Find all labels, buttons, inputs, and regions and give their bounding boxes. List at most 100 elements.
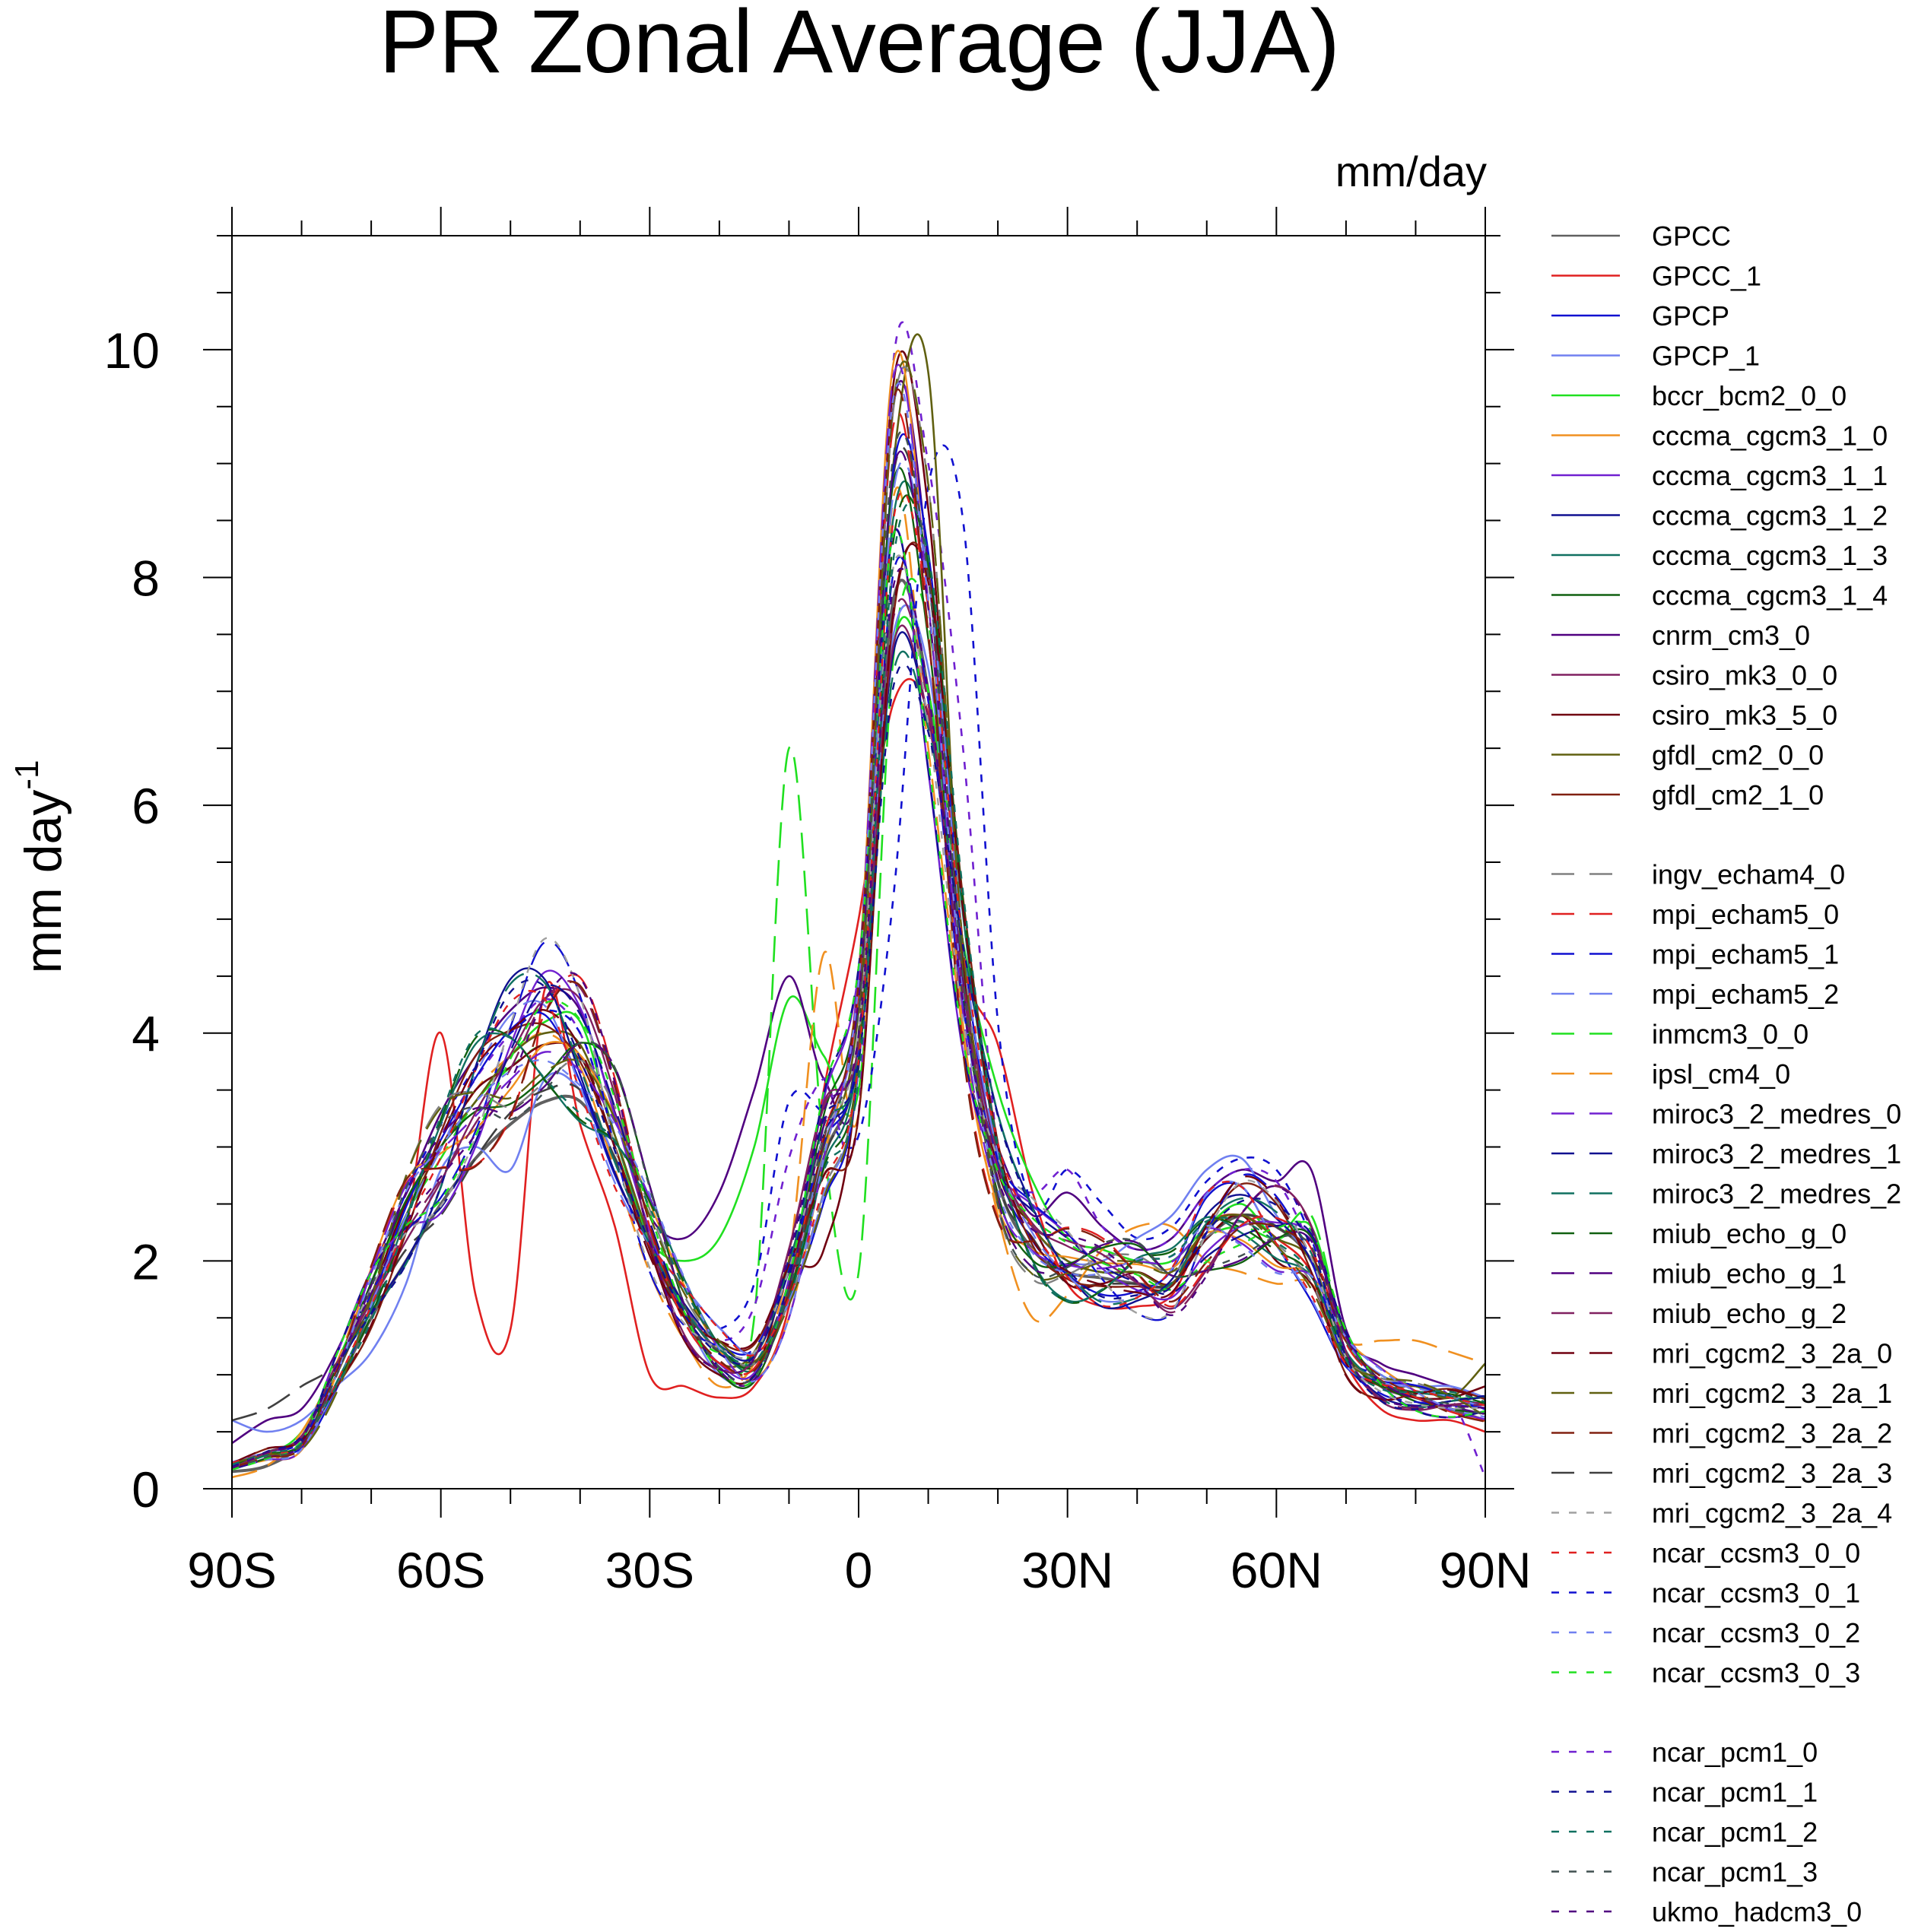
legend-label: ncar_ccsm3_0_1 [1652, 1578, 1860, 1609]
legend-item-mpi-echam5-2: mpi_echam5_2 [1551, 979, 1839, 1010]
legend-item-csiro-mk3-0-0: csiro_mk3_0_0 [1551, 660, 1837, 691]
y-axis-label: mm day-1 [8, 760, 72, 974]
x-tick-label: 90S [187, 1542, 276, 1598]
legend-label: GPCP_1 [1652, 341, 1760, 372]
series-line-ukmo-hadcm3-0 [232, 567, 1485, 1469]
y-tick-label: 4 [132, 1006, 160, 1062]
series-line-ncar-pcm1-3 [232, 430, 1485, 1469]
legend-item-ncar-ccsm3-0-1: ncar_ccsm3_0_1 [1551, 1578, 1860, 1609]
legend-label: GPCC [1652, 220, 1731, 252]
series-line-ncar-ccsm3-0-1 [232, 444, 1485, 1467]
legend-label: miroc3_2_medres_1 [1652, 1138, 1901, 1169]
series-line-gfdl-cm2-0-0 [232, 333, 1485, 1467]
legend-item-ncar-ccsm3-0-3: ncar_ccsm3_0_3 [1551, 1658, 1860, 1689]
series-line-mri-cgcm2-3-2a-4 [232, 554, 1485, 1467]
legend-label: mri_cgcm2_3_2a_3 [1652, 1458, 1892, 1489]
x-tick-label: 30S [605, 1542, 694, 1598]
legend-label: ipsl_cm4_0 [1652, 1058, 1790, 1090]
legend-item-miroc3-2-medres-2: miroc3_2_medres_2 [1551, 1179, 1901, 1210]
legend-item-ncar-pcm1-1: ncar_pcm1_1 [1551, 1777, 1818, 1808]
legend-item-mri-cgcm2-3-2a-4: mri_cgcm2_3_2a_4 [1551, 1498, 1892, 1529]
legend-item-ingv-echam4-0: ingv_echam4_0 [1551, 859, 1845, 890]
legend-item-cccma-cgcm3-1-1: cccma_cgcm3_1_1 [1551, 460, 1888, 491]
legend-item-bccr-bcm2-0-0: bccr_bcm2_0_0 [1551, 380, 1847, 411]
chart-title: PR Zonal Average (JJA) [379, 0, 1340, 92]
legend-item-ukmo-hadcm3-0: ukmo_hadcm3_0 [1551, 1896, 1862, 1927]
legend-label: mri_cgcm2_3_2a_0 [1652, 1338, 1892, 1369]
legend-label: miroc3_2_medres_2 [1652, 1179, 1901, 1210]
plot-axes: 0 2 4 6 8 10 90S 60S 30S 0 30N 60N 90N [104, 207, 1532, 1598]
legend-label: miub_echo_g_2 [1652, 1298, 1847, 1329]
x-tick-label: 60N [1231, 1542, 1323, 1598]
series-line-csiro-mk3-5-0 [232, 350, 1485, 1467]
legend-item-cccma-cgcm3-1-4: cccma_cgcm3_1_4 [1551, 580, 1888, 611]
legend-label: mpi_echam5_1 [1652, 939, 1839, 970]
legend-item-ncar-ccsm3-0-0: ncar_ccsm3_0_0 [1551, 1537, 1860, 1569]
legend-label: miub_echo_g_0 [1652, 1218, 1847, 1249]
y-axis-label-exponent: -1 [8, 760, 46, 790]
legend-item-miroc3-2-medres-1: miroc3_2_medres_1 [1551, 1138, 1901, 1169]
legend-label: ncar_ccsm3_0_3 [1652, 1658, 1860, 1689]
legend-label: cccma_cgcm3_1_3 [1652, 540, 1888, 571]
series-line-mri-cgcm2-3-2a-1 [232, 360, 1485, 1464]
series-line-mri-cgcm2-3-2a-2 [232, 388, 1485, 1468]
x-tick-label: 30N [1021, 1542, 1113, 1598]
legend-label: ncar_pcm1_3 [1652, 1857, 1818, 1888]
legend-label: bccr_bcm2_0_0 [1652, 380, 1847, 411]
legend-label: mpi_echam5_0 [1652, 899, 1839, 930]
legend-item-inmcm3-0-0: inmcm3_0_0 [1551, 1019, 1808, 1050]
legend-item-ncar-pcm1-3: ncar_pcm1_3 [1551, 1857, 1818, 1888]
legend-item-ncar-pcm1-0: ncar_pcm1_0 [1551, 1737, 1818, 1768]
legend-item-gpcc: GPCC [1551, 220, 1731, 252]
legend-item-gfdl-cm2-0-0: gfdl_cm2_0_0 [1551, 740, 1824, 771]
legend-label: cnrm_cm3_0 [1652, 620, 1810, 651]
y-axis-label-main: mm day [14, 790, 72, 974]
legend-label: cccma_cgcm3_1_1 [1652, 460, 1888, 491]
units-label: mm/day [1335, 148, 1487, 195]
legend-item-cnrm-cm3-0: cnrm_cm3_0 [1551, 620, 1810, 651]
legend-label: mri_cgcm2_3_2a_1 [1652, 1378, 1892, 1409]
series-line-gpcp [232, 433, 1485, 1464]
legend-label: ncar_ccsm3_0_2 [1652, 1617, 1860, 1648]
y-tick-label: 2 [132, 1233, 160, 1290]
series-line-mpi-echam5-0 [232, 411, 1485, 1468]
series-line-ncar-ccsm3-0-3 [232, 528, 1485, 1471]
legend-label: inmcm3_0_0 [1652, 1019, 1808, 1050]
series-line-ncar-ccsm3-0-0 [232, 490, 1485, 1464]
legend-label: GPCC_1 [1652, 261, 1761, 292]
series-line-cccma-cgcm3-1-0 [232, 350, 1485, 1467]
legend-label: ingv_echam4_0 [1652, 859, 1845, 890]
plot-frame [231, 235, 1486, 1489]
legend-item-gfdl-cm2-1-0: gfdl_cm2_1_0 [1551, 779, 1824, 811]
legend-label: cccma_cgcm3_1_4 [1652, 580, 1888, 611]
plot-area [232, 321, 1485, 1479]
legend-item-mri-cgcm2-3-2a-1: mri_cgcm2_3_2a_1 [1551, 1378, 1892, 1409]
legend-item-ipsl-cm4-0: ipsl_cm4_0 [1551, 1058, 1790, 1090]
legend-label: csiro_mk3_5_0 [1652, 700, 1837, 731]
legend-label: ncar_pcm1_1 [1652, 1777, 1818, 1808]
legend-item-miub-echo-g-1: miub_echo_g_1 [1551, 1258, 1847, 1290]
legend-item-mri-cgcm2-3-2a-0: mri_cgcm2_3_2a_0 [1551, 1338, 1892, 1369]
x-tick-label: 60S [396, 1542, 485, 1598]
legend-item-ncar-pcm1-2: ncar_pcm1_2 [1551, 1816, 1818, 1848]
legend-label: mpi_echam5_2 [1652, 979, 1839, 1010]
legend-item-gpcp: GPCP [1551, 300, 1729, 332]
legend-label: csiro_mk3_0_0 [1652, 660, 1837, 691]
legend-item-cccma-cgcm3-1-3: cccma_cgcm3_1_3 [1551, 540, 1888, 571]
legend-item-gpcp-1: GPCP_1 [1551, 341, 1760, 372]
series-lines [232, 321, 1485, 1479]
series-line-inmcm3-0-0 [232, 578, 1485, 1467]
legend-item-mri-cgcm2-3-2a-2: mri_cgcm2_3_2a_2 [1551, 1418, 1892, 1449]
legend-item-mpi-echam5-0: mpi_echam5_0 [1551, 899, 1839, 930]
y-tick-label: 8 [132, 550, 160, 606]
series-line-ncar-pcm1-1 [232, 663, 1485, 1468]
legend-label: ukmo_hadcm3_0 [1652, 1896, 1862, 1927]
legend-label: cccma_cgcm3_1_0 [1652, 420, 1888, 452]
legend-label: cccma_cgcm3_1_2 [1652, 500, 1888, 531]
legend-item-miub-echo-g-0: miub_echo_g_0 [1551, 1218, 1847, 1249]
series-line-miub-echo-g-1 [232, 450, 1485, 1470]
legend-label: miub_echo_g_1 [1652, 1258, 1847, 1290]
legend-item-mri-cgcm2-3-2a-3: mri_cgcm2_3_2a_3 [1551, 1458, 1892, 1489]
legend-item-csiro-mk3-5-0: csiro_mk3_5_0 [1551, 700, 1837, 731]
